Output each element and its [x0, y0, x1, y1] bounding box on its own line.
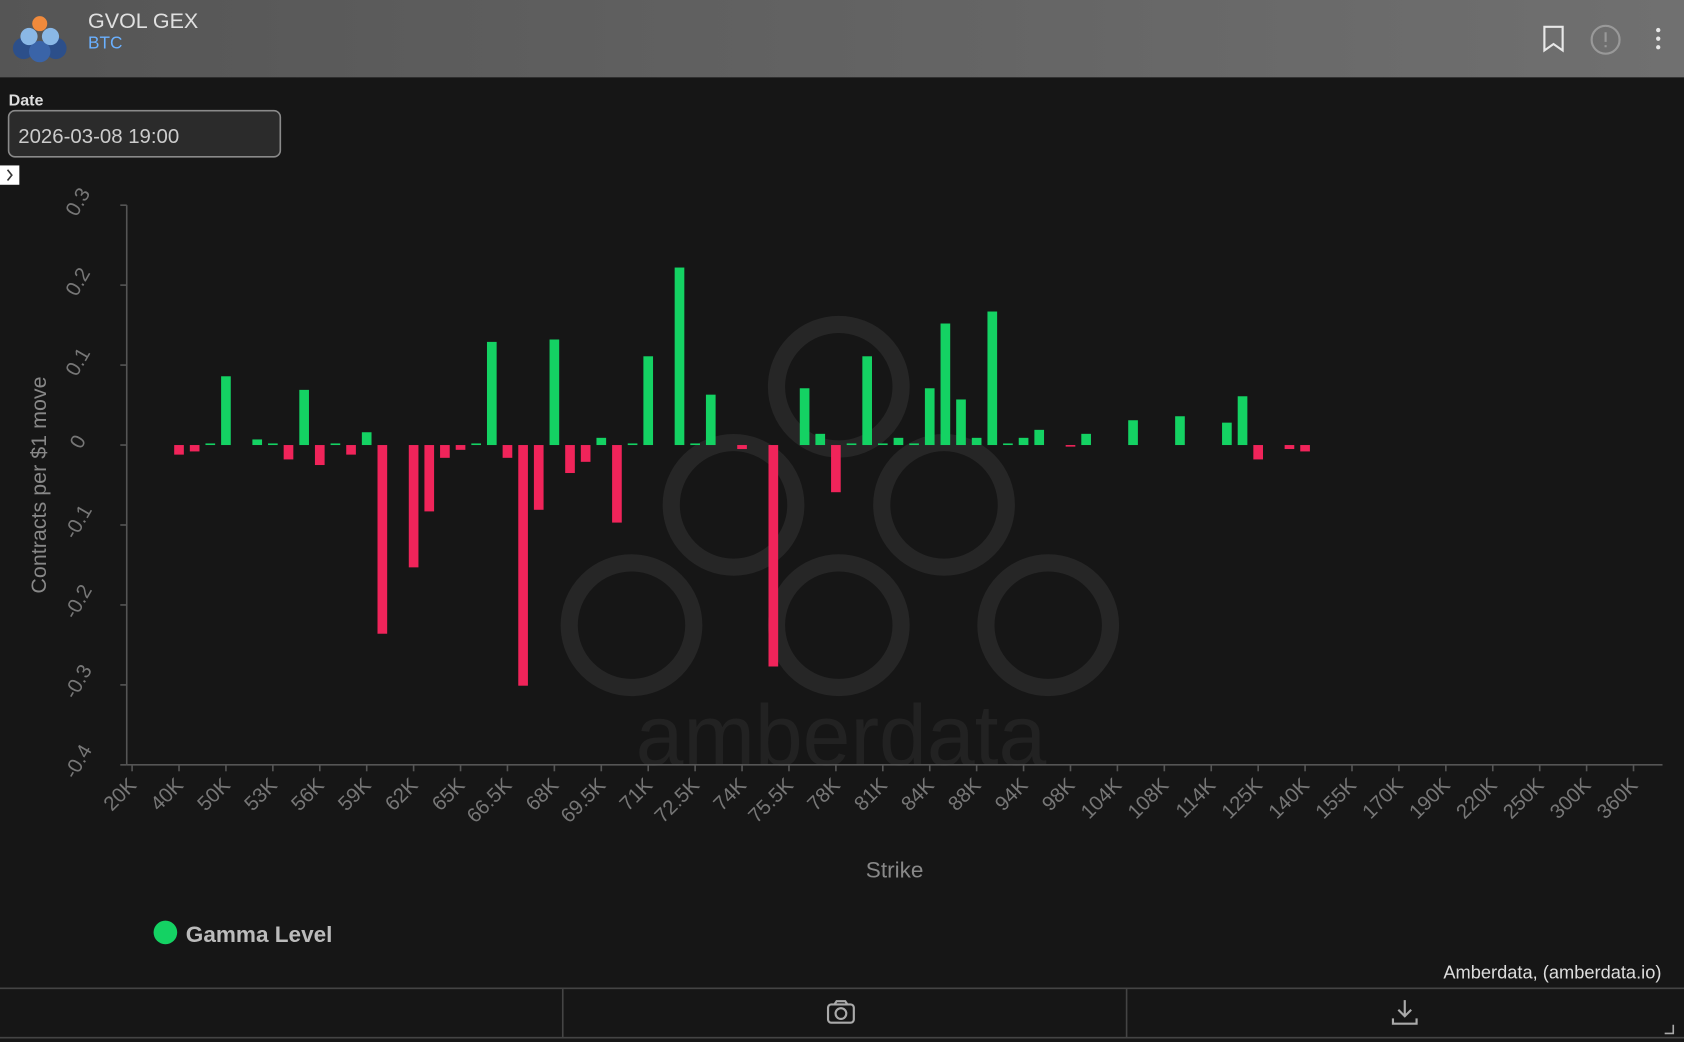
- bar: [533, 445, 544, 510]
- bar: [893, 437, 904, 446]
- bar: [580, 445, 591, 462]
- app-subtitle: BTC: [88, 32, 122, 52]
- bar: [768, 445, 779, 667]
- bar: [549, 339, 560, 446]
- bar: [455, 445, 466, 450]
- resize-handle: [1664, 1024, 1675, 1035]
- bar: [971, 437, 982, 446]
- date-label: Date: [9, 91, 44, 109]
- bar: [627, 443, 638, 446]
- bar: [189, 445, 200, 452]
- bar: [408, 445, 419, 568]
- bar: [314, 445, 325, 466]
- bar: [596, 437, 607, 446]
- legend-swatch: [153, 920, 178, 945]
- bar: [518, 445, 528, 686]
- bar: [1003, 443, 1013, 446]
- bar: [1222, 422, 1232, 446]
- legend-label: Gamma Level: [186, 922, 333, 947]
- download-button[interactable]: [1391, 1000, 1418, 1025]
- bar: [940, 323, 951, 446]
- bar: [299, 389, 309, 446]
- bar: [909, 443, 919, 446]
- bar: [486, 341, 497, 446]
- app-title: GVOL GEX: [88, 9, 198, 33]
- bar: [799, 388, 810, 446]
- bar: [956, 399, 966, 446]
- bar: [330, 443, 341, 446]
- bar: [252, 439, 263, 446]
- bar: [1065, 445, 1076, 447]
- bar: [1034, 429, 1045, 446]
- bar: [377, 445, 388, 634]
- bar: [924, 388, 935, 446]
- bar: [815, 433, 826, 446]
- bar: [424, 445, 435, 512]
- bar: [565, 445, 575, 474]
- menu-icon[interactable]: [1656, 27, 1661, 50]
- bar: [877, 443, 888, 446]
- bar: [268, 443, 278, 446]
- logo: [12, 16, 67, 63]
- bar: [1128, 420, 1138, 446]
- camera-button[interactable]: [826, 1000, 855, 1024]
- bar: [1253, 445, 1263, 460]
- bar: [705, 394, 716, 446]
- bar: [502, 445, 513, 458]
- bar: [221, 376, 231, 446]
- expand-toggle[interactable]: [0, 165, 20, 185]
- bar: [643, 356, 654, 446]
- bookmark-icon[interactable]: [1543, 25, 1564, 53]
- bar: [737, 445, 747, 450]
- expand-arrow: [6, 169, 13, 181]
- bar: [846, 443, 857, 446]
- info-icon[interactable]: [1590, 24, 1621, 55]
- bar: [1300, 445, 1310, 452]
- bar: [440, 445, 450, 458]
- bar: [862, 356, 873, 446]
- bar: [1237, 396, 1248, 446]
- bar: [205, 443, 216, 446]
- bar: [471, 443, 482, 446]
- date-value: 2026-03-08 19:00: [18, 126, 179, 148]
- bar: [831, 445, 841, 493]
- bar: [690, 443, 700, 446]
- bar: [1018, 437, 1029, 446]
- bar: [361, 432, 372, 446]
- x-axis-title: Strike: [866, 858, 924, 883]
- bar: [612, 445, 622, 523]
- bar: [1081, 433, 1091, 446]
- watermark-text: amberdata: [636, 688, 1047, 784]
- bar: [346, 445, 356, 455]
- bar: [1175, 416, 1185, 446]
- bar: [674, 267, 685, 446]
- bar: [283, 445, 294, 460]
- bar: [1284, 445, 1295, 450]
- credits: Amberdata, (amberdata.io): [1443, 962, 1661, 983]
- date-input[interactable]: [7, 109, 282, 158]
- y-axis-title: Contracts per $1 move: [27, 376, 51, 593]
- bar: [987, 311, 998, 446]
- bar: [174, 445, 184, 455]
- header-bar: [0, 0, 1684, 78]
